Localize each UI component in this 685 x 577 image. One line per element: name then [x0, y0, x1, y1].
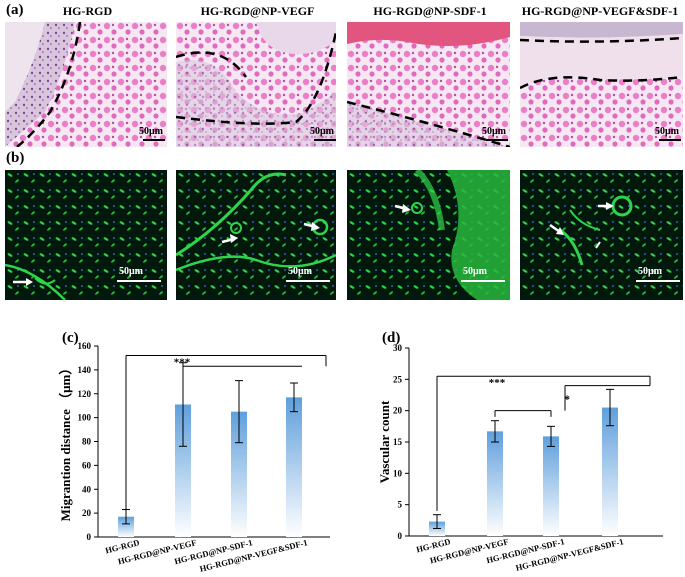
fluor-image-hg-rgd-np-vegf: 50μm	[176, 170, 336, 300]
bar	[602, 407, 618, 536]
panel-label-a: (a)	[6, 2, 24, 18]
bar	[175, 404, 191, 537]
significance-marker: *	[564, 392, 570, 406]
significance-marker: ***	[174, 357, 191, 369]
scale-bar-label: 50μm	[139, 126, 163, 137]
y-tick-label: 25	[393, 374, 403, 384]
column-title-1: HG-RGD	[62, 4, 113, 18]
fluor-image-hg-rgd-np-vegf-sdf-1: 50μm	[520, 170, 683, 300]
y-tick-label: 60	[82, 460, 92, 470]
he-image-hg-rgd	[5, 22, 167, 147]
panel-label-b: (b)	[6, 150, 25, 166]
y-tick-label: 15	[393, 437, 403, 447]
y-tick-label: 40	[82, 484, 92, 494]
scale-bar	[314, 139, 336, 141]
y-tick-label: 30	[393, 343, 403, 353]
column-title-3: HG-RGD@NP-SDF-1	[373, 4, 487, 18]
column-title-4: HG-RGD@NP-VEGF&SDF-1	[521, 4, 679, 18]
y-tick-label: 10	[393, 468, 403, 478]
y-tick-label: 80	[82, 437, 92, 447]
scale-bar-label: 50μm	[638, 266, 663, 277]
scale-bar	[486, 139, 508, 141]
bar	[286, 397, 302, 537]
chart-migration-distance: 0 20 40 60 80 100 120 140 160 Migrantion distance…	[58, 341, 330, 574]
scale-bar	[659, 139, 681, 141]
y-tick-label: 160	[78, 341, 92, 351]
bar	[487, 431, 503, 536]
scale-bar-label: 50μm	[310, 126, 334, 137]
y-tick-label: 120	[78, 389, 92, 399]
scale-bar-label: 50μm	[119, 266, 144, 277]
he-image-hg-rgd-np-vegf	[176, 22, 336, 147]
y-tick-label: 5	[398, 500, 403, 510]
bar	[118, 516, 134, 537]
he-image-hg-rgd-np-vegf-sdf-1	[520, 22, 683, 147]
fluor-image-hg-rgd: 50μm	[5, 170, 167, 300]
scale-bar-label: 50μm	[655, 126, 679, 137]
panel-label-d: (d)	[382, 330, 401, 346]
panel-label-c: (c)	[62, 330, 79, 346]
y-tick-label: 20	[82, 508, 92, 518]
y-tick-label: 140	[78, 365, 92, 375]
column-title-2: HG-RGD@NP-VEGF	[200, 4, 315, 18]
y-tick-label: 100	[78, 413, 92, 423]
y-axis-label: Migrantion distance （μm）	[58, 362, 73, 522]
scale-bar-label: 50μm	[482, 126, 506, 137]
scale-bar-label: 50μm	[288, 266, 313, 277]
y-tick-label: 0	[398, 531, 403, 541]
y-tick-label: 20	[393, 406, 403, 416]
scale-bar-label: 50μm	[463, 266, 488, 277]
significance-marker: ***	[489, 377, 506, 389]
scale-bar	[143, 139, 165, 141]
fluor-image-hg-rgd-np-sdf-1: 50μm	[347, 170, 510, 300]
y-tick-label: 0	[87, 532, 92, 542]
y-axis-label: Vascular count	[377, 400, 392, 483]
he-image-hg-rgd-np-sdf-1	[347, 22, 510, 147]
bar	[543, 436, 559, 536]
